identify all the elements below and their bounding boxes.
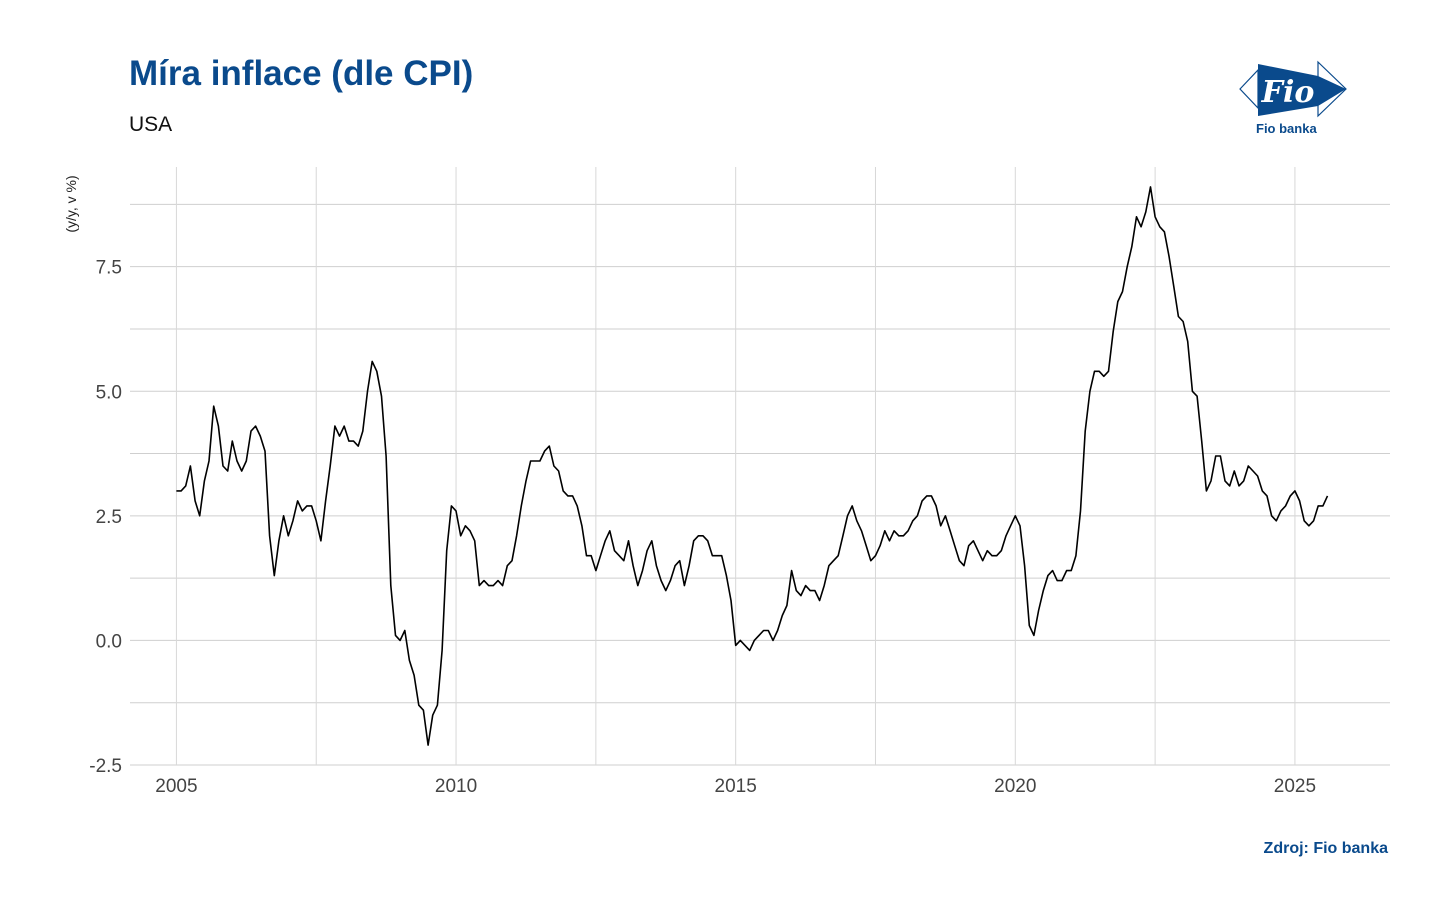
logo-mark-text: Fio xyxy=(1261,75,1315,110)
logo-right-fill xyxy=(1318,76,1346,106)
chart-title: Míra inflace (dle CPI) xyxy=(129,54,474,93)
x-tick-label: 2020 xyxy=(994,776,1036,797)
chart-subtitle: USA xyxy=(129,113,173,136)
x-tick-label: 2025 xyxy=(1274,776,1316,797)
x-axis-ticks: 2005 2010 2015 2020 2025 xyxy=(155,776,1316,797)
y-tick-label: 7.5 xyxy=(96,258,122,279)
y-axis-label: (y/y, v %) xyxy=(63,175,79,232)
chart-grid xyxy=(130,167,1390,766)
logo-label: Fio banka xyxy=(1256,121,1317,136)
fio-logo-icon: Fio xyxy=(1239,60,1347,118)
logo-shield xyxy=(1258,64,1318,116)
x-tick-label: 2005 xyxy=(155,776,197,797)
y-tick-label: 5.0 xyxy=(96,382,122,403)
y-tick-label: 2.5 xyxy=(96,507,122,528)
x-tick-label: 2015 xyxy=(715,776,757,797)
y-tick-label: -2.5 xyxy=(89,756,122,777)
y-axis-ticks: -2.5 0.0 2.5 5.0 7.5 xyxy=(89,258,122,777)
y-tick-label: 0.0 xyxy=(96,631,122,652)
source-note: Zdroj: Fio banka xyxy=(1263,840,1388,857)
x-tick-label: 2010 xyxy=(435,776,477,797)
series-line-cpi xyxy=(176,186,1329,746)
